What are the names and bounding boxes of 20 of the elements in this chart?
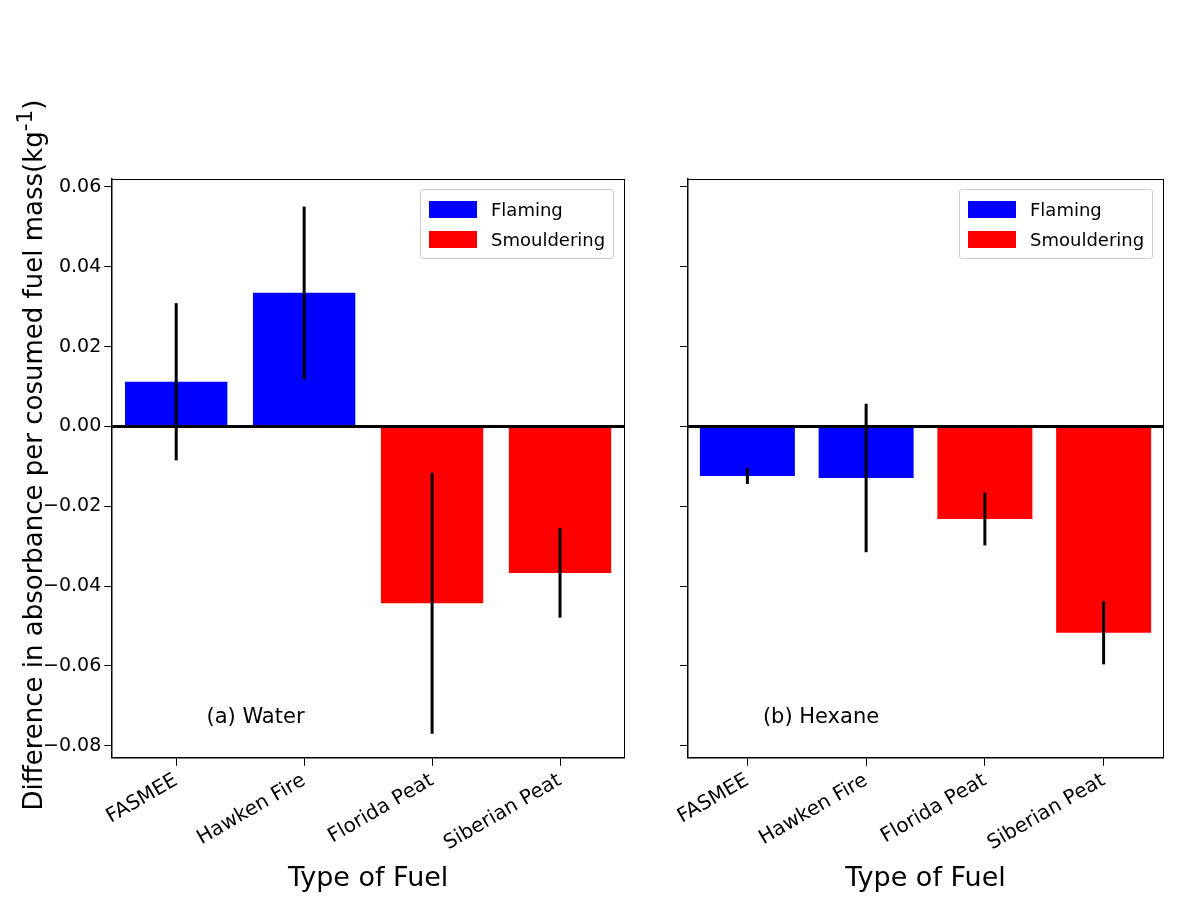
y-tick-label: 0.06 bbox=[58, 173, 102, 196]
x-axis-title: Type of Fuel bbox=[286, 860, 449, 892]
y-tick-label: −0.08 bbox=[42, 732, 102, 755]
y-tick-label: 0.00 bbox=[58, 413, 102, 436]
legend-label: Flaming bbox=[491, 198, 563, 220]
bar bbox=[252, 292, 356, 426]
x-axis-title: Type of Fuel bbox=[844, 860, 1006, 892]
bar bbox=[125, 381, 228, 426]
annotation: (b) Hexane bbox=[762, 704, 880, 729]
bar bbox=[508, 426, 612, 573]
y-tick-label: 0.04 bbox=[58, 253, 102, 276]
y-tick-label: −0.04 bbox=[42, 573, 102, 596]
annotation: (a) Water bbox=[206, 704, 305, 729]
bar bbox=[380, 426, 484, 604]
legend-label: Smouldering bbox=[491, 228, 606, 250]
legend-label: Flaming bbox=[1030, 198, 1102, 220]
legend-label: Smouldering bbox=[1030, 228, 1145, 250]
y-tick-label: −0.06 bbox=[42, 652, 102, 675]
y-tick-label: 0.02 bbox=[58, 333, 102, 356]
y-tick-label: −0.02 bbox=[42, 493, 102, 516]
